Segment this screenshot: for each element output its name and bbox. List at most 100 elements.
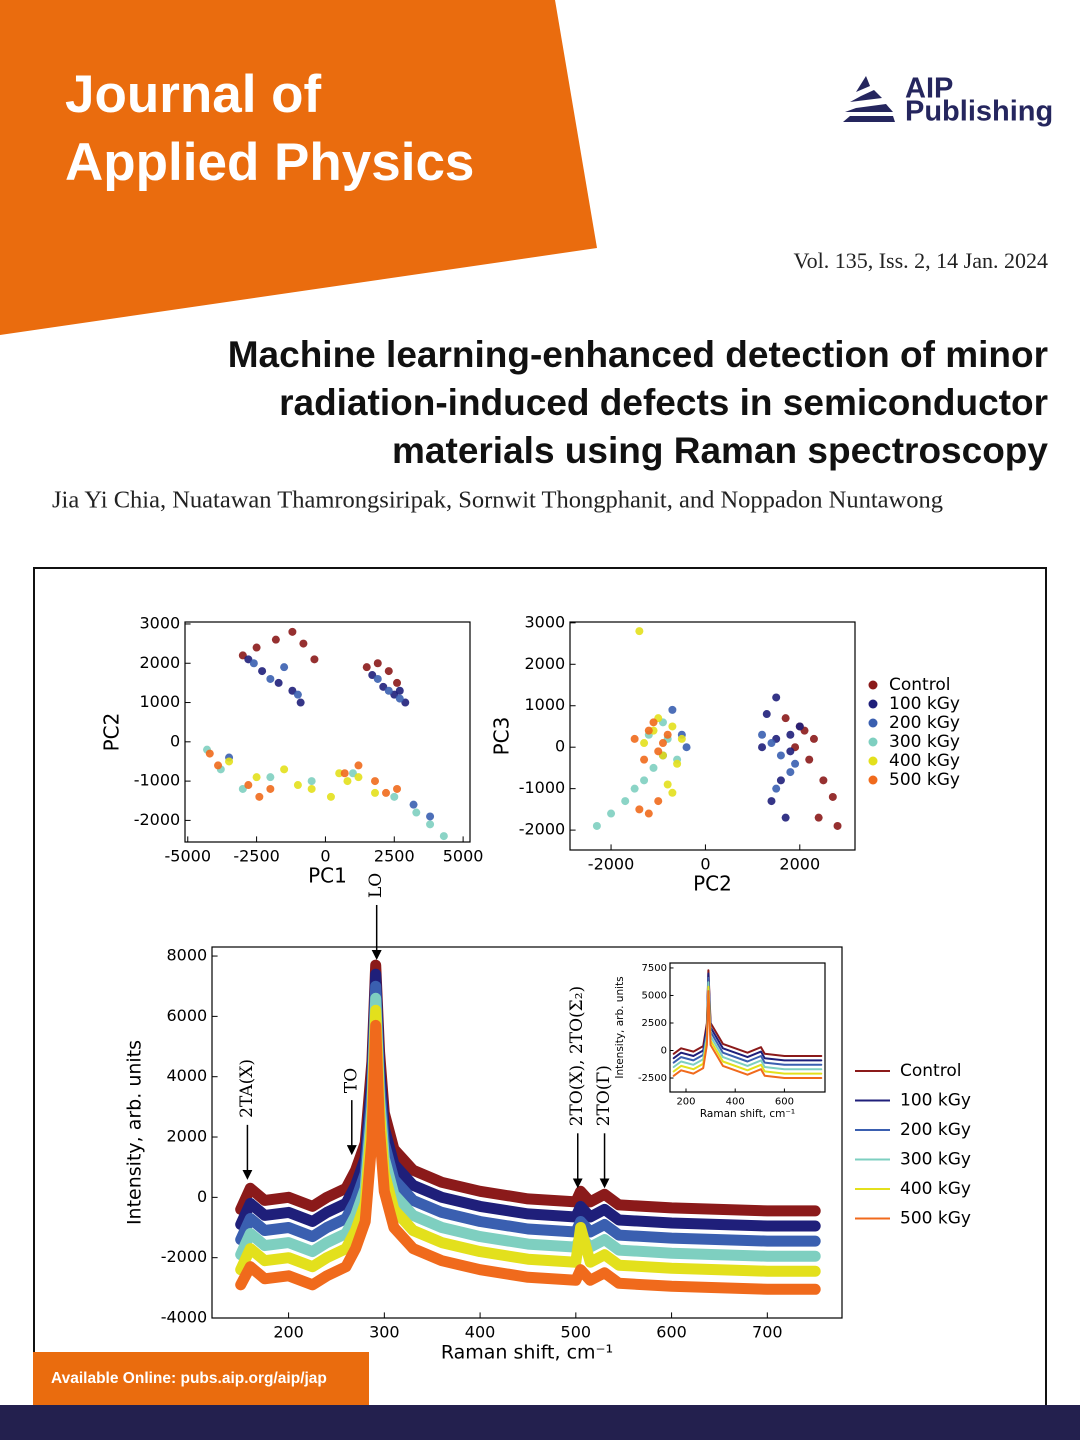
axes-frame bbox=[669, 962, 826, 1093]
availability-link[interactable]: Available Online: pubs.aip.org/aip/jap bbox=[51, 1370, 327, 1387]
article-title: Machine learning-enhanced detection of m… bbox=[228, 334, 1048, 375]
x-tick-label: 0 bbox=[700, 855, 710, 874]
point bbox=[795, 722, 804, 731]
point bbox=[393, 678, 402, 687]
point bbox=[654, 797, 663, 806]
point bbox=[214, 761, 223, 770]
point bbox=[288, 686, 297, 695]
legend-label: 400 kGy bbox=[889, 751, 960, 771]
x-axis-label: PC1 bbox=[308, 864, 347, 888]
series bbox=[758, 693, 804, 822]
point bbox=[668, 788, 677, 797]
journal-title: Applied Physics bbox=[65, 133, 474, 192]
point bbox=[266, 674, 275, 683]
point bbox=[379, 682, 388, 691]
point bbox=[673, 759, 682, 768]
point bbox=[635, 805, 644, 814]
point bbox=[635, 627, 644, 636]
point bbox=[280, 663, 289, 672]
legend: Control 100 kGy 200 kGy 300 kGy 400 kGy 500 k… bbox=[855, 1061, 971, 1229]
axes-frame bbox=[184, 621, 471, 843]
point bbox=[649, 718, 658, 727]
x-tick-label: 200 bbox=[273, 1323, 304, 1342]
legend-marker bbox=[868, 756, 878, 766]
point bbox=[390, 690, 399, 699]
publisher-name: AIP bbox=[905, 73, 953, 105]
point bbox=[244, 781, 253, 790]
point bbox=[640, 739, 649, 748]
x-tick-label: 2500 bbox=[374, 847, 415, 866]
point bbox=[772, 784, 781, 793]
point bbox=[644, 809, 653, 818]
point bbox=[677, 734, 686, 743]
annotation-label: TO bbox=[341, 1068, 361, 1093]
point bbox=[809, 734, 818, 743]
point bbox=[354, 773, 363, 782]
point bbox=[252, 643, 261, 652]
legend-label: 500 kGy bbox=[889, 770, 960, 790]
annotation-label: 2TO(X), 2TO(Σ₂) bbox=[567, 986, 587, 1126]
point bbox=[772, 693, 781, 702]
point bbox=[205, 749, 214, 758]
logo-stripe bbox=[850, 90, 882, 102]
point bbox=[682, 743, 691, 752]
logo-stripe bbox=[856, 76, 870, 92]
plot-marks bbox=[672, 969, 823, 1079]
point bbox=[649, 763, 658, 772]
point bbox=[271, 635, 280, 644]
series bbox=[205, 749, 402, 801]
legend-marker bbox=[868, 718, 878, 728]
point bbox=[335, 769, 344, 778]
series bbox=[630, 718, 672, 818]
y-axis-label: PC2 bbox=[100, 713, 124, 752]
chart: -2000 0 2000 3000 2000 1000 0 -1000 -2000 PC2 PC3 C… bbox=[490, 612, 960, 895]
x-tick-label: 700 bbox=[752, 1323, 783, 1342]
point bbox=[814, 813, 823, 822]
y-tick-label: 2000 bbox=[139, 653, 180, 672]
y-tick-label: -4000 bbox=[161, 1308, 208, 1327]
article-title: radiation-induced defects in semiconduct… bbox=[279, 382, 1048, 423]
journal-banner bbox=[0, 0, 597, 335]
y-tick-label: -2000 bbox=[161, 1247, 208, 1266]
legend-label: 100 kGy bbox=[900, 1091, 971, 1111]
y-tick-label: 3000 bbox=[524, 612, 565, 631]
axes-frame bbox=[211, 946, 843, 1319]
y-axis-label: Intensity, arb. units bbox=[124, 1040, 146, 1225]
y-tick-label: 3000 bbox=[139, 613, 180, 632]
x-tick-label: -2000 bbox=[588, 855, 635, 874]
y-tick-label: 4000 bbox=[166, 1066, 207, 1085]
plot-area bbox=[185, 622, 470, 842]
point bbox=[384, 686, 393, 695]
legend-label: 200 kGy bbox=[900, 1120, 971, 1140]
point bbox=[296, 698, 305, 707]
x-tick-label: 400 bbox=[726, 1097, 745, 1108]
point bbox=[786, 730, 795, 739]
point bbox=[786, 768, 795, 777]
point bbox=[668, 722, 677, 731]
x-tick-label: 300 bbox=[369, 1323, 400, 1342]
x-tick-label: -2500 bbox=[233, 847, 280, 866]
chart: -5000 -2500 0 2500 5000 3000 2000 1000 0 -1000 -20… bbox=[100, 613, 484, 887]
point bbox=[288, 627, 297, 636]
point bbox=[439, 832, 448, 841]
y-tick-label: 0 bbox=[197, 1187, 207, 1206]
x-tick-label: 500 bbox=[561, 1323, 592, 1342]
point bbox=[348, 769, 357, 778]
point bbox=[343, 777, 352, 786]
point bbox=[280, 765, 289, 774]
article-title: materials using Raman spectroscopy bbox=[392, 430, 1048, 471]
series bbox=[244, 655, 410, 707]
spectrum-line bbox=[672, 990, 823, 1079]
legend-marker bbox=[868, 680, 878, 690]
y-tick-label: 0 bbox=[555, 737, 565, 756]
point bbox=[630, 734, 639, 743]
publisher-name: Publishing bbox=[905, 96, 1053, 128]
point bbox=[592, 821, 601, 830]
point bbox=[833, 821, 842, 830]
journal-title: Journal of bbox=[65, 65, 322, 124]
logo-stripe bbox=[843, 116, 895, 122]
point bbox=[371, 788, 379, 797]
x-tick-label: 600 bbox=[656, 1323, 687, 1342]
x-axis-label: Raman shift, cm⁻¹ bbox=[441, 1342, 613, 1364]
annotation-label: 2TA(X) bbox=[237, 1059, 257, 1118]
